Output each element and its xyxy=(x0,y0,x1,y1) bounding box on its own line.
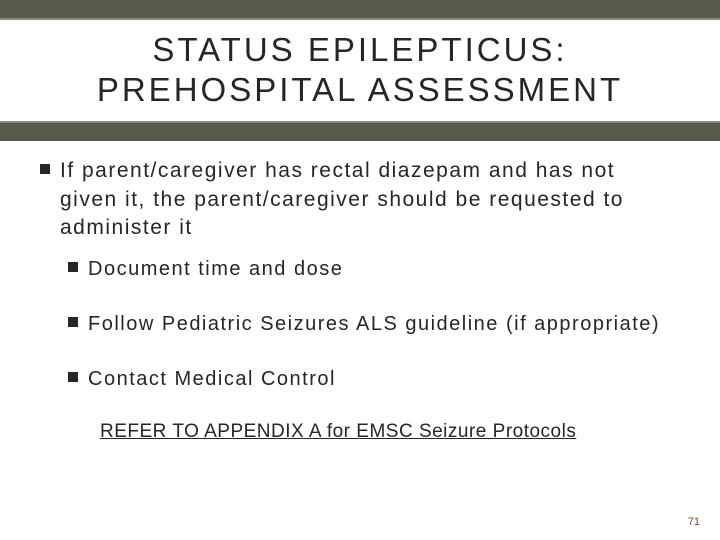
bullet-icon xyxy=(68,372,78,382)
bullet-icon xyxy=(40,164,50,174)
main-bullet-row: If parent/caregiver has rectal diazepam … xyxy=(40,157,680,242)
bottom-header-bar xyxy=(0,123,720,141)
title-band: STATUS EPILEPTICUS: PREHOSPITAL ASSESSME… xyxy=(0,18,720,123)
sub-bullet-text: Document time and dose xyxy=(88,256,343,283)
sub-bullet-text: Follow Pediatric Seizures ALS guideline … xyxy=(88,311,660,338)
sub-bullet-text: Contact Medical Control xyxy=(88,366,336,393)
title-line-1: STATUS EPILEPTICUS: xyxy=(152,31,567,68)
page-number: 71 xyxy=(688,516,700,528)
sub-bullet-row: Document time and dose xyxy=(68,256,680,283)
sub-bullet-row: Follow Pediatric Seizures ALS guideline … xyxy=(68,311,680,338)
sub-bullet-row: Contact Medical Control xyxy=(68,366,680,393)
content-area: If parent/caregiver has rectal diazepam … xyxy=(0,141,720,443)
slide-title: STATUS EPILEPTICUS: PREHOSPITAL ASSESSME… xyxy=(0,30,720,109)
top-header-bar xyxy=(0,0,720,18)
appendix-reference: REFER TO APPENDIX A for EMSC Seizure Pro… xyxy=(100,421,680,443)
bullet-icon xyxy=(68,262,78,272)
title-line-2: PREHOSPITAL ASSESSMENT xyxy=(97,71,623,108)
bullet-icon xyxy=(68,317,78,327)
main-bullet-text: If parent/caregiver has rectal diazepam … xyxy=(60,157,680,242)
